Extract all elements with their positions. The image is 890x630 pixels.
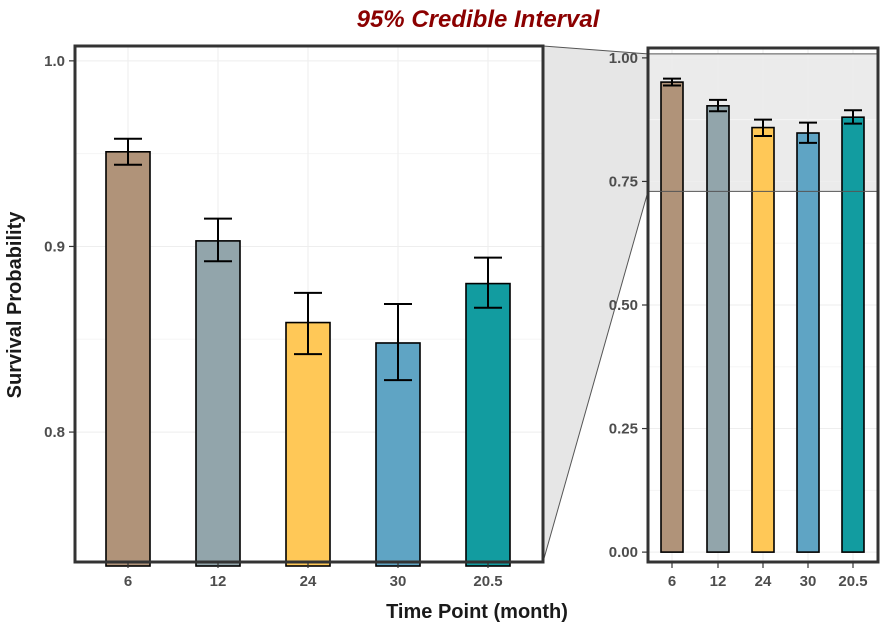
- inset-ytick-label-0: 0.00: [609, 544, 638, 561]
- main-ytick-label-0: 0.8: [44, 424, 65, 441]
- inset-ytick-label-3: 0.75: [609, 173, 638, 190]
- main-xtick-label-0: 6: [124, 573, 132, 590]
- inset-ytick-label-2: 0.50: [609, 297, 638, 314]
- main-xtick-label-3: 30: [390, 573, 407, 590]
- zoom-connector: [542, 45, 649, 563]
- inset-xtick-label-2: 24: [755, 573, 772, 590]
- inset-ytick-label-1: 0.25: [609, 421, 638, 438]
- main-ytick-label-2: 1.0: [44, 53, 65, 70]
- inset-panel: 0.00 0.25 0.50 0.75 1.00 6 12 24 30 20.5: [609, 46, 880, 590]
- main-bar-1: [195, 240, 241, 567]
- inset-xtick-label-4: 20.5: [838, 573, 867, 590]
- chart-title: 95% Credible Interval: [357, 6, 601, 33]
- main-bar-4: [465, 282, 511, 567]
- zoom-connector-line-bottom: [542, 191, 649, 563]
- inset-bar-1: [706, 105, 730, 553]
- inset-bar-0: [660, 81, 684, 553]
- main-bar-0: [105, 150, 151, 567]
- main-xtick-label-1: 12: [210, 573, 227, 590]
- zoom-connector-fill: [543, 46, 648, 562]
- main-ytick-label-1: 0.9: [44, 238, 65, 255]
- inset-xtick-label-0: 6: [668, 573, 676, 590]
- x-axis-title: Time Point (month): [386, 601, 568, 623]
- main-bar-2: [285, 321, 331, 567]
- zoom-connector-line-top: [542, 45, 649, 55]
- inset-bar-4: [841, 116, 865, 553]
- inset-bar-3: [796, 132, 820, 553]
- inset-xtick-label-3: 30: [800, 573, 817, 590]
- main-panel-border: [73, 44, 545, 564]
- y-axis-title: Survival Probability: [4, 211, 26, 399]
- main-xtick-label-4: 20.5: [473, 573, 502, 590]
- inset-ytick-label-4: 1.00: [609, 50, 638, 67]
- inset-xtick-label-1: 12: [710, 573, 727, 590]
- main-panel: 0.8 0.9 1.0 6 12 24 30 20.5: [44, 44, 545, 590]
- main-xtick-label-2: 24: [300, 573, 317, 590]
